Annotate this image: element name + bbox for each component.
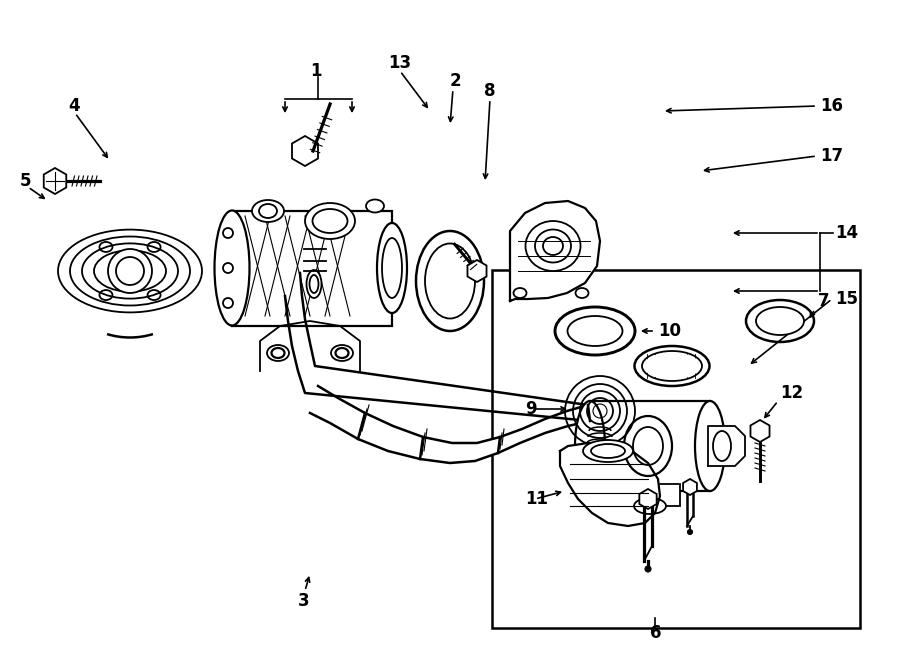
Circle shape [645, 566, 651, 572]
Ellipse shape [644, 352, 700, 379]
Polygon shape [708, 426, 745, 466]
Ellipse shape [695, 401, 725, 491]
Ellipse shape [575, 401, 605, 491]
Bar [232, 211, 392, 326]
Ellipse shape [642, 351, 702, 381]
Ellipse shape [267, 345, 289, 361]
Ellipse shape [307, 270, 321, 298]
Text: 16: 16 [820, 97, 843, 115]
Text: 12: 12 [780, 384, 803, 402]
Text: 2: 2 [450, 72, 462, 90]
Bar [492, 270, 860, 628]
Text: 7: 7 [818, 292, 830, 310]
Text: 17: 17 [820, 147, 843, 165]
Text: 15: 15 [835, 290, 858, 308]
Text: 5: 5 [20, 172, 32, 190]
Polygon shape [510, 201, 600, 301]
Text: 4: 4 [68, 97, 79, 115]
Polygon shape [751, 420, 770, 442]
Text: 6: 6 [650, 624, 662, 642]
Circle shape [688, 529, 692, 535]
Ellipse shape [568, 316, 623, 346]
Text: 8: 8 [484, 82, 496, 100]
Text: 9: 9 [525, 400, 536, 418]
Ellipse shape [416, 231, 484, 331]
Polygon shape [292, 136, 318, 166]
Bar [590, 401, 710, 491]
Polygon shape [639, 489, 657, 509]
Circle shape [108, 249, 152, 293]
Text: 14: 14 [835, 224, 858, 242]
Polygon shape [560, 443, 660, 526]
Text: 10: 10 [658, 322, 681, 340]
Ellipse shape [214, 210, 249, 325]
Text: 11: 11 [525, 490, 548, 508]
Polygon shape [44, 168, 67, 194]
Ellipse shape [305, 203, 355, 239]
Ellipse shape [555, 307, 635, 355]
Polygon shape [310, 386, 590, 463]
Ellipse shape [425, 243, 475, 319]
Polygon shape [260, 321, 360, 371]
Ellipse shape [377, 223, 407, 313]
Text: 13: 13 [388, 54, 411, 72]
Ellipse shape [756, 307, 804, 335]
Polygon shape [467, 260, 487, 282]
Text: 1: 1 [310, 62, 321, 80]
Ellipse shape [634, 498, 666, 514]
Ellipse shape [331, 345, 353, 361]
Ellipse shape [583, 440, 633, 462]
Ellipse shape [746, 300, 814, 342]
Ellipse shape [252, 200, 284, 222]
Text: 3: 3 [298, 592, 310, 610]
Bar [620, 484, 680, 506]
Ellipse shape [366, 200, 384, 212]
Ellipse shape [634, 346, 709, 386]
Polygon shape [683, 479, 697, 495]
